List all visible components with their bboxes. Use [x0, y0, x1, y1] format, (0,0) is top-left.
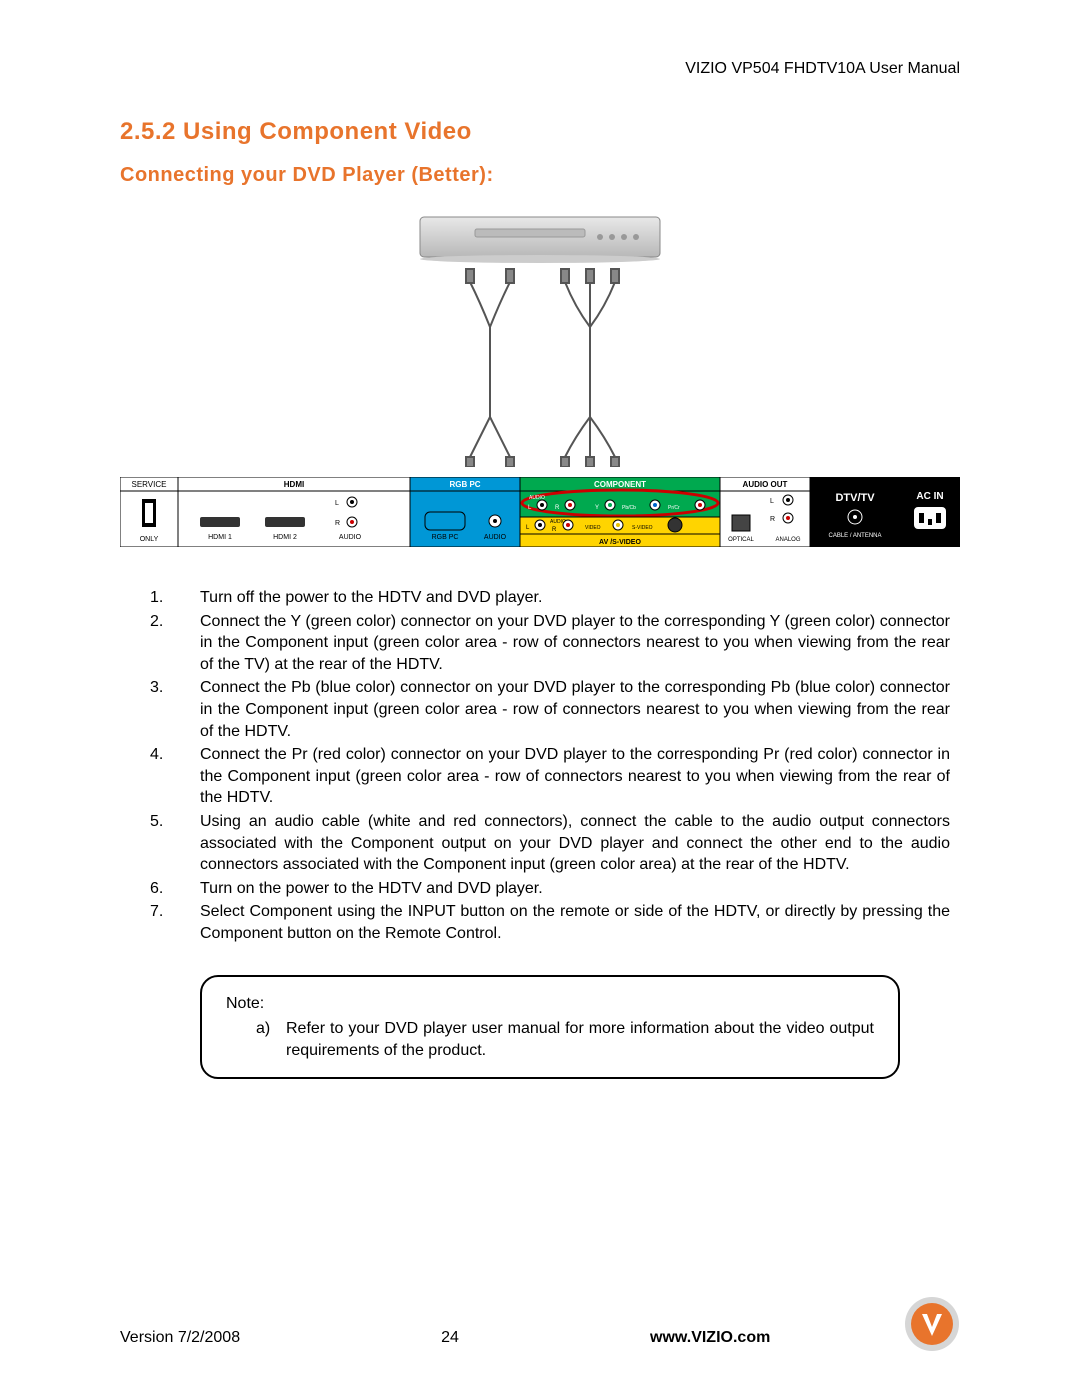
instruction-number: 7. [130, 901, 200, 944]
footer-version: Version 7/2/2008 [120, 1329, 430, 1347]
instruction-item: 7.Select Component using the INPUT butto… [130, 901, 950, 944]
instruction-number: 5. [130, 811, 200, 876]
instruction-text: Connect the Y (green color) connector on… [200, 611, 950, 676]
note-item-text: Refer to your DVD player user manual for… [286, 1018, 874, 1061]
note-label: Note: [226, 993, 874, 1015]
instruction-item: 3.Connect the Pb (blue color) connector … [130, 677, 950, 742]
svg-text:OPTICAL: OPTICAL [728, 537, 754, 543]
panel-rgbpc-audio: AUDIO [484, 534, 507, 541]
svg-text:ANALOG: ANALOG [775, 537, 800, 543]
panel-hdmi-r: R [335, 520, 340, 527]
instruction-number: 2. [130, 611, 200, 676]
instruction-number: 1. [130, 587, 200, 609]
svg-text:Pb/Cb: Pb/Cb [622, 505, 636, 511]
instruction-item: 6.Turn on the power to the HDTV and DVD … [130, 878, 950, 900]
panel-hdmi-l: L [335, 500, 339, 507]
panel-component-label: COMPONENT [594, 480, 646, 489]
footer-site: www.VIZIO.com [650, 1329, 770, 1346]
instruction-text: Using an audio cable (white and red conn… [200, 811, 950, 876]
panel-dtv-label: DTV/TV [835, 492, 875, 504]
instruction-number: 4. [130, 744, 200, 809]
instruction-text: Turn off the power to the HDTV and DVD p… [200, 587, 950, 609]
panel-service-label: SERVICE [132, 480, 167, 489]
instruction-text: Connect the Pb (blue color) connector on… [200, 677, 950, 742]
panel-hdmi-audio: AUDIO [339, 534, 362, 541]
svg-text:S-VIDEO: S-VIDEO [632, 525, 653, 531]
panel-rgbpc-port: RGB PC [432, 534, 459, 541]
panel-acin-label: AC IN [916, 491, 943, 502]
vizio-logo-icon [904, 1296, 960, 1357]
panel-hdmi2-label: HDMI 2 [273, 534, 297, 541]
svg-text:R: R [555, 505, 560, 511]
panel-dtv-sub: CABLE / ANTENNA [828, 533, 881, 539]
instruction-item: 1.Turn off the power to the HDTV and DVD… [130, 587, 950, 609]
instruction-item: 2.Connect the Y (green color) connector … [130, 611, 950, 676]
svg-text:VIDEO: VIDEO [585, 525, 601, 531]
section-heading: 2.5.2 Using Component Video [120, 118, 960, 146]
svg-text:Y: Y [595, 505, 599, 511]
panel-hdmi1-label: HDMI 1 [208, 534, 232, 541]
footer-page-number: 24 [430, 1329, 470, 1347]
instruction-item: 4.Connect the Pr (red color) connector o… [130, 744, 950, 809]
rear-panel-illustration: SERVICE ONLY HDMI HDMI 1 HDMI 2 L R [120, 477, 960, 547]
instruction-list: 1.Turn off the power to the HDTV and DVD… [130, 587, 950, 945]
instruction-number: 3. [130, 677, 200, 742]
panel-rgbpc-label: RGB PC [449, 480, 480, 489]
instruction-text: Select Component using the INPUT button … [200, 901, 950, 944]
svg-text:L: L [770, 498, 774, 505]
instruction-text: Turn on the power to the HDTV and DVD pl… [200, 878, 950, 900]
instruction-text: Connect the Pr (red color) connector on … [200, 744, 950, 809]
svg-text:Pr/Cr: Pr/Cr [668, 505, 680, 511]
panel-hdmi-label: HDMI [284, 480, 304, 489]
page-footer: Version 7/2/2008 24 www.VIZIO.com [120, 1329, 960, 1347]
note-box: Note: a) Refer to your DVD player user m… [200, 975, 900, 1080]
svg-text:R: R [770, 516, 775, 523]
panel-service-only: ONLY [140, 536, 159, 543]
dvd-cable-illustration [120, 207, 960, 467]
svg-text:R: R [552, 527, 557, 533]
instruction-number: 6. [130, 878, 200, 900]
manual-title: VIZIO VP504 FHDTV10A User Manual [120, 60, 960, 78]
panel-audioout-label: AUDIO OUT [743, 480, 788, 489]
instruction-item: 5.Using an audio cable (white and red co… [130, 811, 950, 876]
panel-av-label: AV /S-VIDEO [599, 539, 641, 546]
sub-heading: Connecting your DVD Player (Better): [120, 164, 960, 187]
note-item-letter: a) [256, 1018, 286, 1061]
